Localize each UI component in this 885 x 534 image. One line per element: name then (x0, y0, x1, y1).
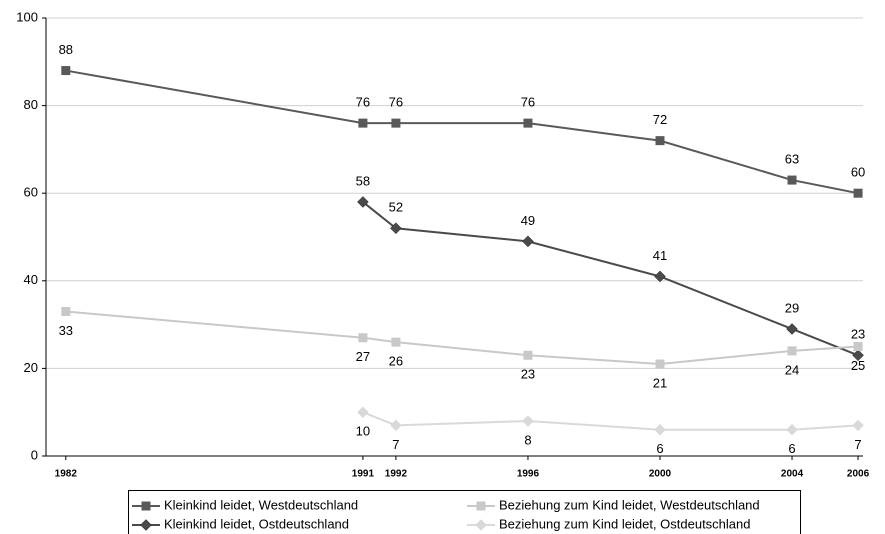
legend-label: Kleinkind leidet, Ostdeutschland (164, 516, 349, 531)
marker (853, 342, 863, 351)
marker (475, 519, 487, 531)
data-label: 33 (59, 323, 73, 338)
data-label: 23 (851, 327, 865, 342)
data-label: 76 (356, 95, 370, 110)
x-tick-label: 2006 (847, 469, 870, 480)
marker (357, 406, 369, 419)
data-label: 72 (653, 112, 667, 127)
marker (357, 196, 369, 208)
marker (523, 350, 533, 360)
data-label: 23 (521, 367, 535, 382)
marker (476, 501, 486, 511)
x-tick-label: 1991 (352, 469, 375, 480)
data-label: 60 (851, 165, 865, 180)
series-line (362, 201, 859, 357)
data-label: 63 (785, 151, 799, 166)
data-label: 21 (653, 375, 667, 390)
x-tick-label: 1982 (55, 469, 78, 480)
data-label: 25 (851, 358, 865, 373)
data-label: 29 (785, 300, 799, 315)
marker (61, 66, 71, 76)
data-label: 7 (854, 437, 861, 452)
marker (787, 175, 797, 185)
marker (853, 188, 863, 198)
marker (655, 136, 665, 146)
data-label: 27 (356, 349, 370, 364)
data-label: 10 (356, 424, 370, 439)
marker (852, 349, 864, 362)
data-label: 7 (392, 437, 399, 452)
marker (390, 222, 402, 235)
marker (654, 270, 666, 283)
marker (358, 118, 368, 128)
marker (655, 359, 665, 369)
data-label: 58 (356, 173, 370, 188)
legend-label: Beziehung zum Kind leidet, Ostdeutschlan… (499, 516, 751, 531)
data-label: 76 (389, 95, 403, 110)
marker (358, 333, 368, 343)
y-tick-label: 0 (31, 447, 38, 462)
y-tick-label: 20 (24, 360, 38, 375)
x-tick-label: 1996 (517, 469, 540, 480)
marker (654, 423, 666, 436)
marker (852, 419, 864, 432)
series-line (362, 411, 859, 431)
legend-label: Kleinkind leidet, Westdeutschland (164, 497, 358, 512)
data-label: 49 (521, 213, 535, 228)
x-tick-label: 2004 (781, 469, 804, 480)
data-label: 8 (524, 432, 531, 447)
data-label: 76 (521, 95, 535, 110)
marker (391, 337, 401, 347)
data-label: 6 (788, 441, 795, 456)
y-tick-label: 60 (24, 185, 38, 200)
legend-label: Beziehung zum Kind leidet, Westdeutschla… (499, 497, 760, 512)
data-label: 24 (785, 362, 799, 377)
data-label: 52 (389, 200, 403, 215)
marker (786, 323, 798, 335)
marker (522, 415, 534, 427)
x-tick-label: 2000 (649, 469, 672, 480)
marker (61, 306, 71, 316)
series-line (65, 310, 859, 366)
data-label: 88 (59, 42, 73, 57)
y-tick-label: 40 (24, 272, 38, 287)
data-label: 6 (656, 441, 663, 456)
y-tick-label: 100 (16, 9, 38, 24)
series-line (65, 69, 859, 195)
legend-box (128, 490, 801, 534)
marker (141, 501, 151, 511)
marker (523, 118, 533, 128)
y-tick-label: 80 (24, 97, 38, 112)
data-label: 26 (389, 354, 403, 369)
marker (522, 235, 534, 248)
marker (786, 423, 798, 436)
marker (390, 419, 402, 432)
data-label: 41 (653, 248, 667, 263)
marker (391, 118, 401, 128)
x-tick-label: 1992 (385, 469, 408, 480)
marker (787, 346, 797, 356)
marker (140, 519, 152, 531)
